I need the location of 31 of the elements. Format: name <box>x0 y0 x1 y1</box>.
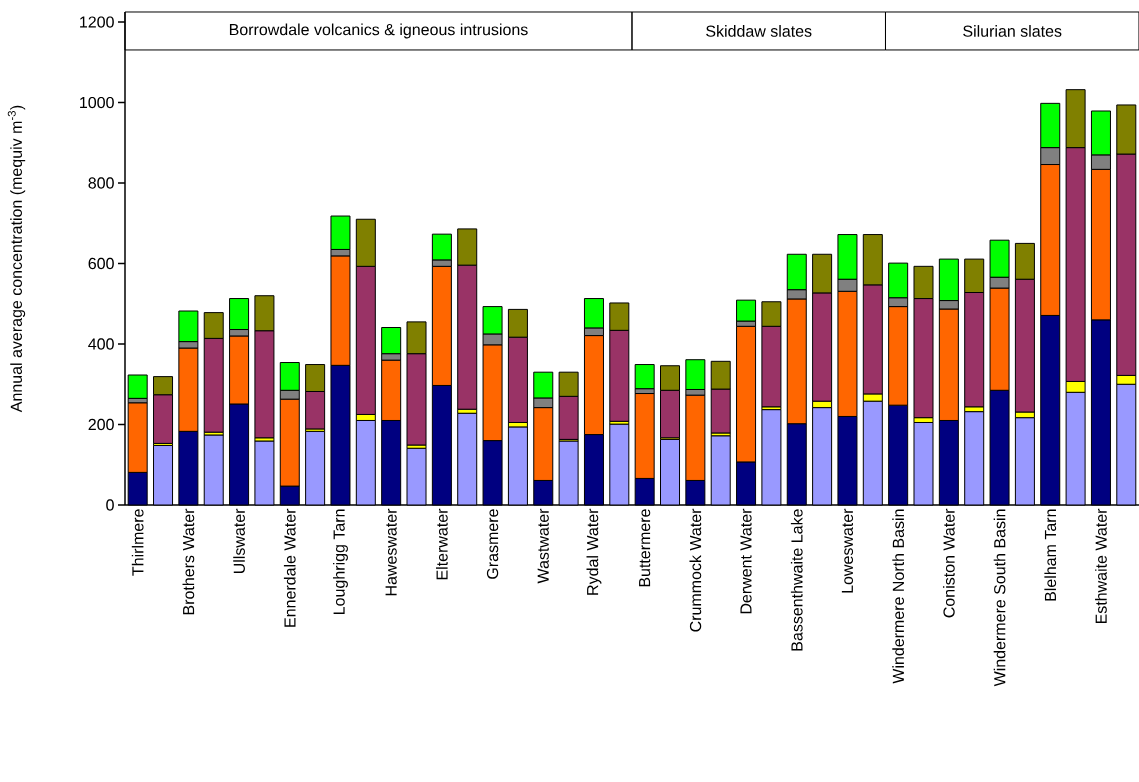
x-tick-label: Brothers Water <box>182 508 195 615</box>
annotation: Silurian slates <box>963 25 1062 37</box>
x-tick-label: Grasmere <box>486 509 499 579</box>
x-tick-label: Blelham Tarn <box>1044 509 1057 601</box>
x-tick-label: Coniston Water <box>942 508 955 618</box>
x-tick-label: Elterwater <box>435 508 448 580</box>
annotation: Skiddaw slates <box>706 25 812 37</box>
x-tick-label: Bassenthwaite Lake <box>790 509 803 651</box>
x-tick-label: Ullswater <box>233 508 245 574</box>
x-tick-label: Windermere North Basin <box>892 509 905 684</box>
x-tick-label: Ennerdale Water <box>283 508 296 627</box>
y-tick-label: 200 <box>88 418 114 431</box>
x-tick-label: Crummock Water <box>689 508 702 632</box>
y-tick-label: 0 <box>106 499 114 511</box>
x-tick-label: Haweswater <box>385 508 397 596</box>
x-tick-label: Rydal Water <box>586 508 602 595</box>
y-tick-label: 1200 <box>80 16 114 28</box>
y-tick-label: 1000 <box>80 96 114 109</box>
x-tick-label: Loweswater <box>841 508 854 593</box>
x-tick-label: Esthwaite Water <box>1095 508 1107 624</box>
x-tick-label: Thirlmere <box>131 509 144 576</box>
x-tick-label: Derwent Water <box>740 508 752 614</box>
x-tick-label: Wastwater <box>537 508 549 584</box>
x-tick-label: Windermere South Basin <box>993 509 1006 687</box>
y-tick-label: 400 <box>88 338 114 350</box>
y-tick-label: 800 <box>88 177 114 189</box>
x-tick-label: Buttermere <box>639 509 651 587</box>
annotation: Borrowdale volcanics & igneous intrusions <box>229 23 528 39</box>
x-tick-label: Loughrigg Tarn <box>333 509 348 614</box>
y-tick-label: 600 <box>88 257 114 270</box>
y-axis-title: Annual average concentration (mequiv m$^{-3}$) <box>7 105 26 413</box>
